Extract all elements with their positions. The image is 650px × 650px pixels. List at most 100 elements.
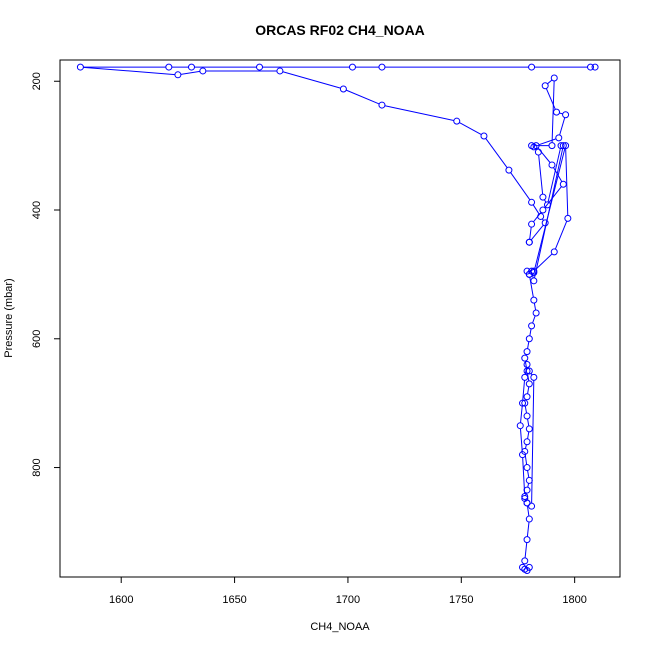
series-segment xyxy=(529,227,532,240)
data-point xyxy=(480,132,488,140)
series-segment xyxy=(510,172,531,201)
data-point xyxy=(525,335,533,343)
data-point xyxy=(505,166,513,174)
data-point xyxy=(539,206,547,214)
data-point xyxy=(523,499,531,507)
data-point xyxy=(528,220,536,228)
data-point xyxy=(557,142,565,150)
plot-frame xyxy=(59,59,621,578)
series-segment xyxy=(527,341,530,349)
data-point xyxy=(530,277,538,285)
data-point xyxy=(587,63,595,71)
data-point xyxy=(187,63,195,71)
series-segment xyxy=(532,204,540,215)
data-point xyxy=(521,493,529,501)
data-point xyxy=(539,193,547,201)
y-tick-label: 200 xyxy=(31,72,43,90)
data-point xyxy=(525,476,533,484)
x-axis-label: CH4_NOAA xyxy=(310,621,370,633)
data-point xyxy=(525,563,533,571)
series-segment xyxy=(538,138,557,146)
x-tick-label: 1750 xyxy=(449,594,473,606)
data-point xyxy=(530,143,538,151)
series-segment xyxy=(553,167,563,182)
data-point xyxy=(525,380,533,388)
series-segment xyxy=(527,470,530,478)
data-point xyxy=(541,82,549,90)
y-tick-label: 800 xyxy=(31,458,43,476)
data-point xyxy=(525,515,533,523)
data-point xyxy=(562,111,570,119)
data-point xyxy=(348,63,356,71)
data-point xyxy=(339,85,347,93)
data-point xyxy=(521,373,529,381)
data-point xyxy=(519,399,527,407)
series-segment xyxy=(538,155,544,195)
data-point xyxy=(534,148,542,156)
data-point xyxy=(537,212,545,220)
series-segment xyxy=(83,66,175,76)
data-point xyxy=(519,451,527,459)
series-segment xyxy=(559,112,563,115)
series-segment xyxy=(527,431,530,439)
data-point xyxy=(591,63,599,71)
data-point xyxy=(548,161,556,169)
data-point xyxy=(525,238,533,246)
series-segment xyxy=(529,277,534,298)
series-segment xyxy=(532,315,536,324)
data-point xyxy=(555,134,563,142)
series-segment xyxy=(526,521,530,537)
data-point xyxy=(550,248,558,256)
data-point xyxy=(543,201,551,209)
data-point xyxy=(521,354,529,362)
data-point xyxy=(523,348,531,356)
series-segment xyxy=(533,212,542,223)
series-3 xyxy=(516,270,540,575)
data-point xyxy=(525,270,533,278)
series-segment xyxy=(519,428,523,452)
data-point xyxy=(550,74,558,82)
data-point xyxy=(199,67,207,75)
series-segment xyxy=(527,483,530,488)
series-segment xyxy=(522,457,526,494)
data-point xyxy=(530,296,538,304)
data-point xyxy=(523,361,531,369)
data-point xyxy=(530,373,538,381)
series-segment xyxy=(524,406,528,414)
x-tick-label: 1700 xyxy=(336,594,360,606)
series-segment xyxy=(524,542,528,558)
series-segment xyxy=(459,122,482,135)
data-point xyxy=(378,101,386,109)
data-point xyxy=(528,198,536,206)
data-point xyxy=(523,412,531,420)
series-segment xyxy=(534,148,566,270)
series-2 xyxy=(523,74,572,285)
data-point xyxy=(528,63,536,71)
data-point xyxy=(521,557,529,565)
data-point xyxy=(378,63,386,71)
data-point xyxy=(532,309,540,317)
series-segment xyxy=(384,105,454,122)
series-segment xyxy=(282,71,341,89)
series-segment xyxy=(535,253,553,270)
data-point xyxy=(525,425,533,433)
data-point xyxy=(519,563,527,571)
series-segment xyxy=(527,386,530,394)
y-tick-label: 400 xyxy=(31,201,43,219)
data-point xyxy=(256,63,264,71)
data-point xyxy=(521,399,529,407)
x-tick-label: 1650 xyxy=(222,594,246,606)
series-segment xyxy=(547,79,553,85)
data-point xyxy=(523,464,531,472)
series-segment xyxy=(533,303,537,311)
series-segment xyxy=(527,418,530,427)
data-point xyxy=(525,367,533,375)
series-segment xyxy=(547,148,561,203)
data-point xyxy=(76,63,84,71)
y-axis: 200 400 600 800 xyxy=(31,72,60,477)
data-point xyxy=(174,71,182,79)
y-axis-label: Pressure (mbar) xyxy=(3,278,15,357)
data-point xyxy=(559,180,567,188)
series-segment xyxy=(530,224,544,241)
series-segment xyxy=(524,444,527,449)
